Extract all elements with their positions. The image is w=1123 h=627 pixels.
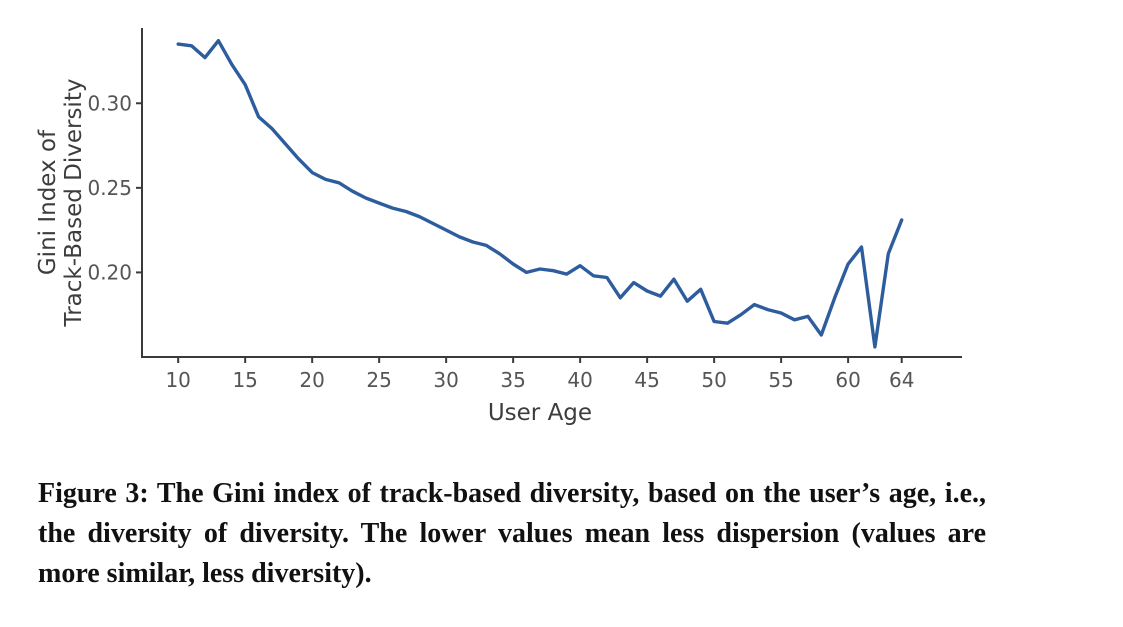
figure-caption: Figure 3: The Gini index of track-based … [38, 478, 986, 589]
x-tick-label: 64 [889, 368, 914, 392]
x-tick-label: 10 [165, 368, 190, 392]
y-tick-label: 0.25 [87, 176, 132, 200]
x-tick-label: 25 [366, 368, 391, 392]
y-tick-label: 0.20 [87, 260, 132, 284]
x-tick-label: 30 [433, 368, 458, 392]
x-tick-label: 20 [299, 368, 324, 392]
x-axis-label: User Age [488, 400, 592, 426]
y-tick-label: 0.30 [87, 91, 132, 115]
x-tick-label: 40 [567, 368, 592, 392]
x-tick-label: 15 [232, 368, 257, 392]
y-axis-label-line2: Track-Based Diversity [61, 79, 87, 328]
x-tick-label: 35 [500, 368, 525, 392]
x-tick-label: 55 [768, 368, 793, 392]
x-tick-label: 50 [701, 368, 726, 392]
y-axis-label-line1: Gini Index of [35, 129, 61, 275]
x-tick-label: 60 [835, 368, 860, 392]
x-tick-label: 45 [634, 368, 659, 392]
gini-index-data-line [176, 39, 904, 349]
figure-3: 10 15 20 25 30 35 40 45 50 55 60 64 0.20 0.25 0.30 User… [35, 28, 986, 589]
line-chart: 10 15 20 25 30 35 40 45 50 55 60 64 0.20 0.25 0.30 User… [35, 28, 962, 426]
